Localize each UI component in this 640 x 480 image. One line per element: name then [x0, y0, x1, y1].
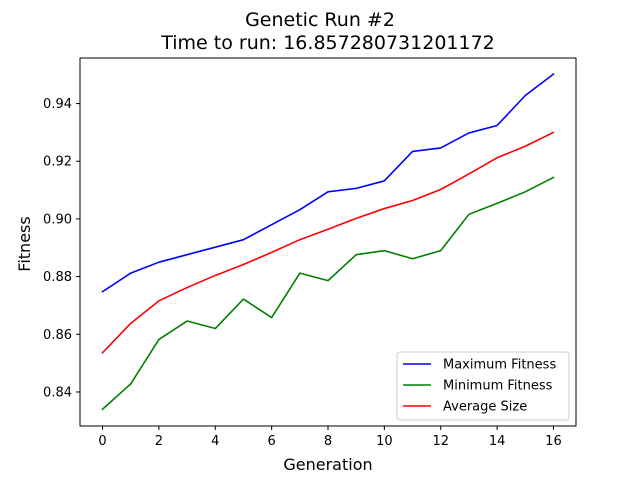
y-axis-ticks: 0.84 0.86 0.88 0.90 0.92 0.94 [43, 97, 80, 400]
legend-label-0: Maximum Fitness [443, 358, 556, 373]
y-tick-label: 0.90 [43, 212, 72, 227]
y-tick-label: 0.84 [43, 385, 72, 400]
x-tick-label: 14 [489, 434, 506, 449]
legend-label-1: Minimum Fitness [443, 379, 553, 394]
x-tick-label: 12 [432, 434, 449, 449]
legend-box [396, 351, 570, 421]
x-tick-label: 8 [324, 434, 332, 449]
chart-subtitle: Time to run: 16.857280731201172 [160, 32, 495, 54]
y-tick-label: 0.86 [43, 328, 72, 343]
series-line-1 [101, 176, 555, 411]
legend: Maximum Fitness Minimum Fitness Average Si… [396, 351, 570, 421]
series-line-2 [101, 131, 555, 354]
x-axis-label: Generation [283, 455, 372, 474]
x-axis-ticks: 0 2 4 6 8 10 12 14 16 [98, 426, 562, 449]
x-tick-label: 2 [155, 434, 163, 449]
x-tick-label: 4 [211, 434, 219, 449]
y-tick-label: 0.94 [43, 97, 72, 112]
plot-lines [101, 73, 555, 411]
y-tick-label: 0.88 [43, 270, 72, 285]
x-tick-label: 10 [376, 434, 393, 449]
chart-title: Genetic Run #2 [245, 9, 395, 31]
x-tick-label: 16 [545, 434, 562, 449]
x-tick-label: 0 [98, 434, 106, 449]
y-axis-label: Fitness [15, 216, 34, 271]
x-tick-label: 6 [267, 434, 275, 449]
series-line-0 [101, 73, 555, 293]
legend-label-2: Average Size [443, 400, 527, 415]
y-tick-label: 0.92 [43, 155, 72, 170]
